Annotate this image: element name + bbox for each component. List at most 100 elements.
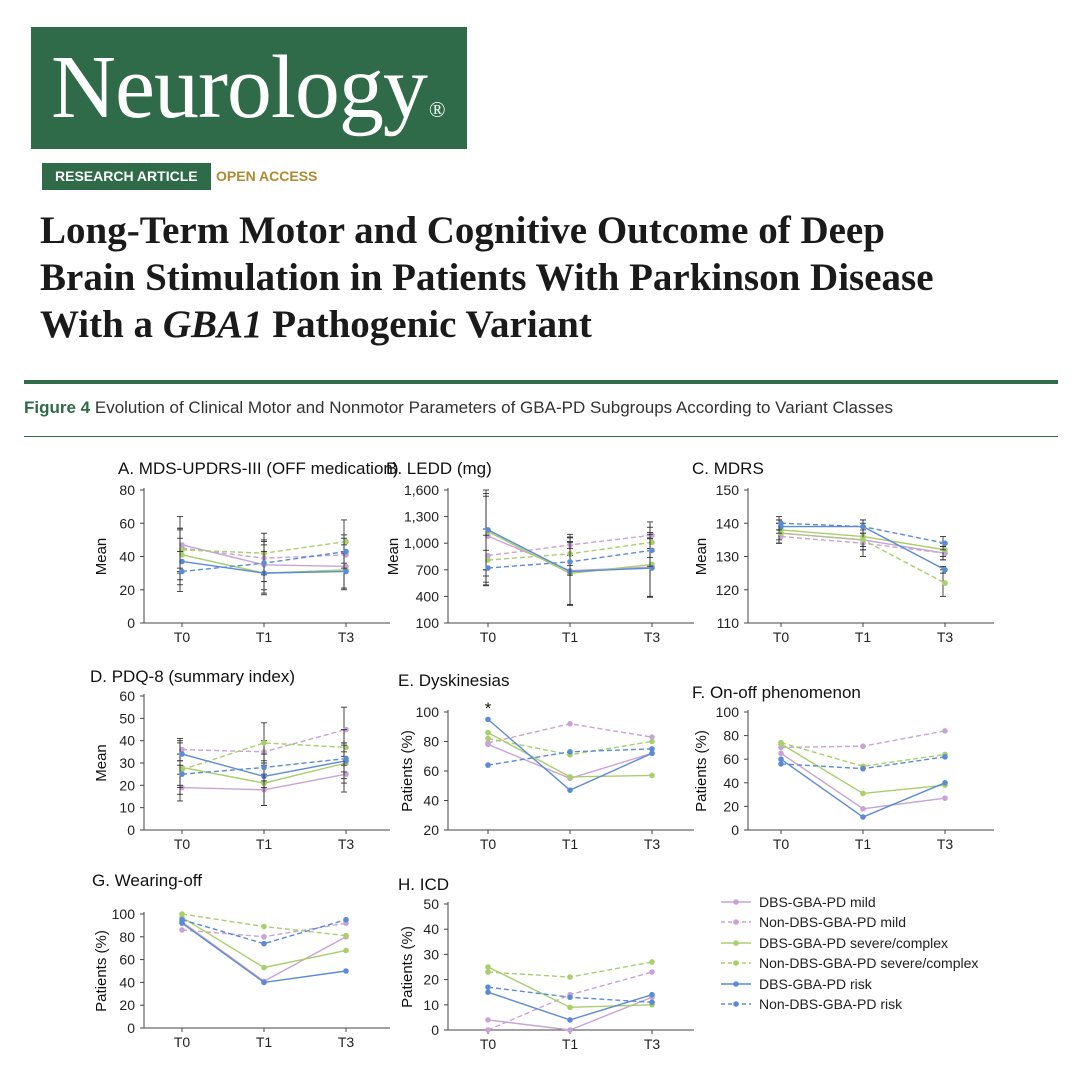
y-tick-label: 60 xyxy=(423,763,439,779)
data-point xyxy=(485,716,491,723)
data-point xyxy=(179,558,185,565)
x-tick-label: T0 xyxy=(174,629,191,645)
chart-panel-c: C. MDRS Mean 110 120 130 140 150 T0 T1 T3 xyxy=(692,459,994,645)
x-tick-label: T0 xyxy=(773,836,790,852)
series-dbs-gba-pd-risk xyxy=(483,489,655,606)
legend-item: DBS-GBA-PD severe/complex xyxy=(719,933,1059,953)
x-tick-label: T0 xyxy=(480,629,497,645)
data-point xyxy=(343,548,349,555)
y-tick-label: 100 xyxy=(416,704,440,720)
legend-marker xyxy=(733,919,739,926)
legend-item: Non-DBS-GBA-PD mild xyxy=(719,912,1059,932)
chart-panel-e: E. Dyskinesias Patients (%) 20 40 60 80 100 T0 T… xyxy=(398,671,694,852)
data-point xyxy=(860,814,866,820)
y-axis-label: Mean xyxy=(93,538,110,576)
series-non-dbs-gba-pd-risk xyxy=(485,746,655,768)
legend-marker xyxy=(733,980,739,987)
data-point xyxy=(343,916,349,923)
panel-title: G. Wearing-off xyxy=(92,871,202,890)
data-point xyxy=(485,557,491,563)
panel-title: B. LEDD (mg) xyxy=(386,459,492,478)
data-point xyxy=(261,740,267,746)
y-tick-label: 20 xyxy=(723,798,739,814)
y-tick-label: 60 xyxy=(119,688,135,704)
legend-label: DBS-GBA-PD severe/complex xyxy=(759,934,949,951)
panel-title: D. PDQ-8 (summary index) xyxy=(90,667,295,686)
title-line-2: Brain Stimulation in Patients With Parki… xyxy=(40,256,934,299)
series-non-dbs-gba-pd-risk xyxy=(179,916,349,947)
legend-item: Non-DBS-GBA-PD risk xyxy=(719,994,1059,1014)
series-dbs-gba-pd-risk xyxy=(485,716,655,793)
series-line xyxy=(181,921,347,983)
data-point xyxy=(485,1017,491,1023)
y-axis-label: Mean xyxy=(385,538,402,576)
y-tick-label: 1,000 xyxy=(404,535,439,551)
data-point xyxy=(567,1017,573,1023)
series-non-dbs-gba-pd-mild xyxy=(485,721,655,746)
y-axis-label: Patients (%) xyxy=(399,926,416,1008)
legend-label: Non-DBS-GBA-PD severe/complex xyxy=(759,955,979,972)
data-point xyxy=(649,959,655,965)
data-point xyxy=(485,565,491,571)
data-point xyxy=(261,764,267,771)
series-non-dbs-gba-pd-severe-complex xyxy=(483,526,655,586)
y-axis-label: Mean xyxy=(93,744,110,782)
data-point xyxy=(485,964,491,970)
data-point xyxy=(778,739,784,746)
data-point xyxy=(179,771,185,777)
data-point xyxy=(649,746,655,752)
data-point xyxy=(942,540,948,546)
data-point xyxy=(860,765,866,772)
x-tick-label: T1 xyxy=(256,836,273,852)
legend-item: DBS-GBA-PD risk xyxy=(719,974,1059,994)
data-point xyxy=(179,552,185,558)
chart-panel-b: B. LEDD (mg) Mean 100 400 700 1,000 1,300 1,600… xyxy=(385,459,694,645)
y-tick-label: 40 xyxy=(423,793,439,809)
data-point xyxy=(860,537,866,543)
y-tick-label: 40 xyxy=(119,733,135,749)
series-dbs-gba-pd-severe-complex xyxy=(485,964,655,1011)
data-point xyxy=(343,538,349,545)
data-point xyxy=(567,994,573,1001)
data-point xyxy=(778,520,784,527)
series-dbs-gba-pd-mild xyxy=(483,495,655,605)
data-point xyxy=(485,740,491,746)
legend-swatch-icon xyxy=(721,980,751,987)
y-tick-label: 20 xyxy=(119,777,135,793)
data-point xyxy=(343,968,349,974)
article-title: Long-Term Motor and Cognitive Outcome of… xyxy=(40,207,1070,348)
data-point xyxy=(485,735,491,742)
data-point xyxy=(649,991,655,998)
legend-item: Non-DBS-GBA-PD severe/complex xyxy=(719,953,1059,973)
x-tick-label: T3 xyxy=(338,629,355,645)
registered-mark: ® xyxy=(428,97,446,122)
y-tick-label: 110 xyxy=(717,615,740,631)
journal-logo[interactable]: Neurology® xyxy=(31,27,467,149)
x-tick-label: T3 xyxy=(644,836,661,852)
legend-swatch-icon xyxy=(721,939,751,946)
y-tick-label: 130 xyxy=(716,549,740,565)
y-tick-label: 140 xyxy=(716,515,740,531)
open-access-badge[interactable]: OPEN ACCESS xyxy=(216,168,318,184)
series-non-dbs-gba-pd-mild xyxy=(177,706,349,764)
title-line-3-post: Pathogenic Variant xyxy=(262,303,592,346)
data-point xyxy=(179,927,185,933)
y-tick-label: 20 xyxy=(423,972,439,988)
x-tick-label: T1 xyxy=(855,629,872,645)
data-point xyxy=(485,729,491,736)
data-point xyxy=(860,790,866,797)
x-tick-label: T1 xyxy=(855,836,872,852)
data-point xyxy=(179,766,185,773)
data-point xyxy=(567,774,573,780)
series-dbs-gba-pd-mild xyxy=(778,750,948,812)
figure-caption: Figure 4 Evolution of Clinical Motor and… xyxy=(24,398,893,418)
series-dbs-gba-pd-risk xyxy=(778,756,948,820)
y-tick-label: 80 xyxy=(119,929,135,945)
data-point xyxy=(567,721,573,727)
data-point xyxy=(649,738,655,745)
data-point xyxy=(567,559,573,565)
y-tick-label: 60 xyxy=(119,515,135,531)
data-point xyxy=(778,750,784,757)
data-point xyxy=(485,989,491,995)
data-point xyxy=(485,762,491,768)
